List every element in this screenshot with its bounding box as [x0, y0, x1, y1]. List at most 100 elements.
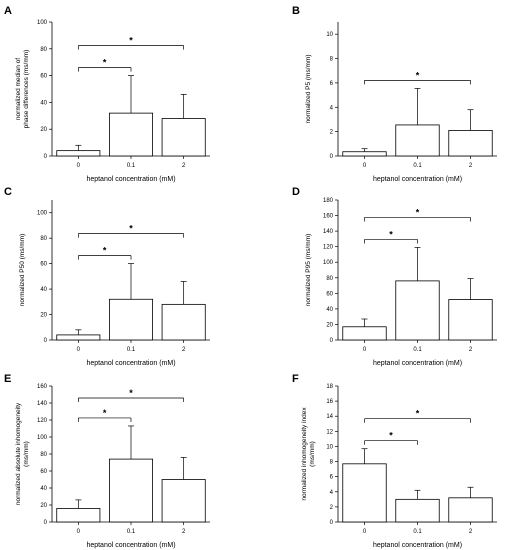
panel-letter: C [4, 186, 12, 198]
y-tick-label: 60 [40, 262, 47, 268]
bar-0.1 [109, 458, 153, 523]
panel-b: B 0 2 4 6 8 10 0 0.1 2 heptanol concentration (mM)… [292, 5, 497, 183]
y-tick-label: 80 [40, 47, 47, 53]
significance-star: * [416, 70, 420, 80]
x-tick-label: 2 [469, 529, 473, 535]
y-tick-label: 80 [326, 276, 333, 282]
y-axis-label-line: (ms/mm) [309, 441, 316, 467]
y-tick-label: 12 [326, 429, 333, 435]
x-tick-label: 0.1 [413, 347, 422, 353]
bar-2 [161, 303, 206, 341]
y-tick-label: 120 [323, 245, 334, 251]
x-tick-label: 0 [77, 529, 81, 535]
x-tick-label: 2 [182, 163, 186, 169]
y-tick-label: 180 [323, 198, 334, 204]
significance-bracket: * [77, 246, 132, 260]
y-tick-label: 2 [330, 505, 334, 511]
x-tick-label: 0 [363, 163, 367, 169]
x-tick-label: 0 [363, 529, 367, 535]
y-tick-label: 4 [330, 490, 334, 496]
x-tick-label: 0.1 [127, 163, 136, 169]
significance-star: * [103, 408, 107, 418]
y-tick-label: 4 [330, 105, 334, 111]
panel-letter: E [4, 373, 11, 385]
bar-0.1 [109, 298, 153, 341]
y-tick-label: 140 [323, 229, 334, 235]
significance-star: * [129, 36, 133, 46]
panel-d: D 0 20 40 60 80 100 120 140 160 180 0 0.1 2 heptanol c… [292, 186, 497, 367]
bar-2 [448, 299, 493, 341]
bar-0.1 [395, 498, 440, 523]
significance-star: * [389, 431, 393, 441]
x-tick-label: 0.1 [413, 529, 422, 535]
y-axis-label: normalized P95 (ms/mm) [305, 234, 312, 307]
bar-0 [342, 151, 387, 157]
significance-star: * [389, 229, 393, 239]
x-tick-label: 0.1 [127, 529, 136, 535]
x-axis-label: heptanol concentration (mM) [86, 360, 175, 367]
significance-bracket: * [364, 207, 471, 222]
significance-star: * [103, 58, 107, 68]
significance-bracket: * [77, 36, 185, 50]
y-tick-label: 60 [40, 469, 47, 475]
significance-bracket: * [364, 409, 471, 423]
bar-2 [161, 479, 206, 523]
bar-0 [342, 326, 387, 341]
y-tick-label: 0 [44, 338, 48, 344]
significance-star: * [103, 246, 107, 256]
y-tick-label: 2 [330, 130, 334, 136]
y-tick-label: 140 [37, 401, 48, 407]
y-tick-label: 80 [40, 236, 47, 242]
bar-2 [448, 130, 493, 157]
y-tick-label: 0 [44, 154, 48, 160]
y-tick-label: 160 [323, 214, 334, 220]
y-tick-label: 10 [326, 444, 333, 450]
y-axis-label: normalized P50 (ms/mm) [19, 234, 26, 307]
panel-letter: D [292, 186, 300, 198]
x-tick-label: 0.1 [413, 163, 422, 169]
y-tick-label: 60 [40, 74, 47, 80]
x-tick-label: 2 [469, 347, 473, 353]
bar-0 [56, 507, 101, 523]
bar-0 [56, 334, 101, 341]
y-tick-label: 100 [37, 435, 48, 441]
significance-star: * [129, 388, 133, 398]
panel-e: E 0 20 40 60 80 100 120 140 160 0 0.1 2 heptanol conc… [4, 373, 210, 549]
y-tick-label: 100 [37, 20, 48, 26]
y-tick-label: 0 [44, 520, 48, 526]
y-axis-label: normalized inhomogeneity index(ms/mm) [301, 407, 316, 501]
panel-f: F 0 2 4 6 8 10 12 14 16 18 0 0.1 2 heptanol concentrat… [292, 373, 497, 549]
y-tick-label: 0 [330, 338, 334, 344]
x-axis-label: heptanol concentration (mM) [373, 360, 462, 367]
y-tick-label: 10 [326, 32, 333, 38]
y-tick-label: 40 [40, 100, 47, 106]
y-tick-label: 60 [326, 291, 333, 297]
y-tick-label: 6 [330, 81, 334, 87]
significance-bracket: * [77, 224, 185, 238]
y-axis-label-line: normalized P5 (ms/mm) [305, 55, 312, 124]
bar-0 [56, 150, 101, 157]
y-tick-label: 20 [40, 503, 47, 509]
panel-c: C 0 20 40 60 80 100 0 0.1 2 heptanol concentration… [4, 186, 210, 367]
significance-bracket: * [364, 229, 418, 244]
x-axis-label: heptanol concentration (mM) [373, 176, 462, 183]
y-axis-label-line: normalized P50 (ms/mm) [19, 234, 26, 307]
bar-0 [342, 463, 387, 523]
y-axis-label-line: (ms/mm) [23, 441, 30, 467]
x-tick-label: 0 [77, 347, 81, 353]
y-axis-label: normalized absolute inhomogeneity(ms/mm) [15, 402, 30, 505]
significance-bracket: * [364, 431, 418, 445]
panel-letter: B [292, 5, 300, 17]
x-tick-label: 0.1 [127, 347, 136, 353]
y-tick-label: 40 [40, 486, 47, 492]
y-tick-label: 0 [330, 520, 334, 526]
panel-letter: F [292, 373, 299, 385]
significance-bracket: * [77, 388, 185, 402]
significance-bracket: * [77, 408, 132, 422]
y-tick-label: 40 [40, 287, 47, 293]
y-tick-label: 18 [326, 384, 333, 390]
y-tick-label: 0 [330, 154, 334, 160]
y-tick-label: 6 [330, 475, 334, 481]
bar-2 [448, 497, 493, 523]
